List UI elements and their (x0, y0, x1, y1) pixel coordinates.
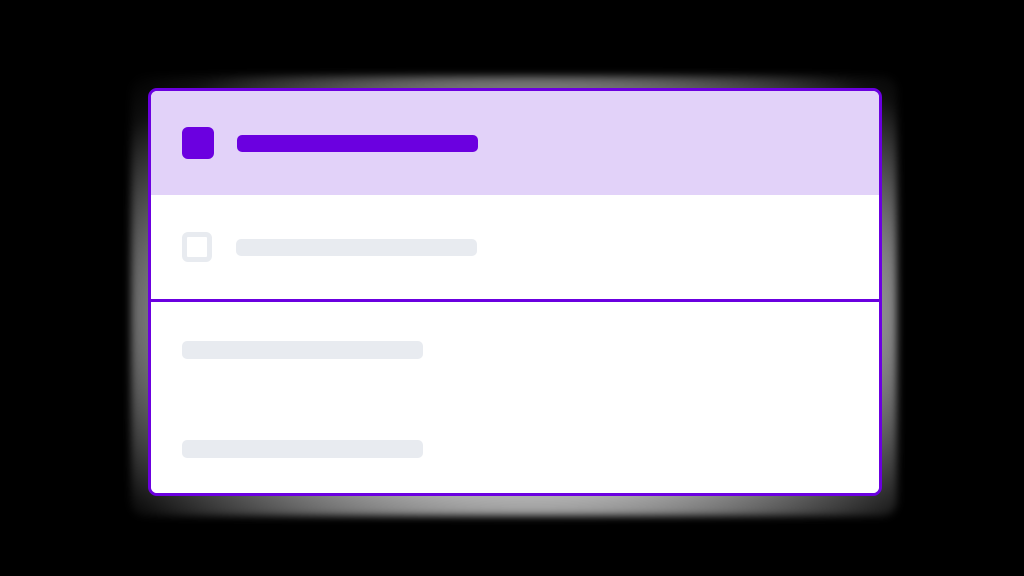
selection-row (151, 195, 879, 299)
card-body (151, 302, 879, 493)
selection-row-label-placeholder (236, 238, 477, 256)
body-line-placeholder-1 (182, 341, 423, 359)
placeholder-card (148, 88, 882, 496)
section-divider (151, 299, 879, 302)
body-line-placeholder-2 (182, 440, 423, 458)
header-title-placeholder (237, 134, 478, 152)
app-square-icon[interactable] (182, 127, 214, 159)
card-header (151, 91, 879, 195)
checkbox-unchecked-icon[interactable] (182, 232, 212, 262)
